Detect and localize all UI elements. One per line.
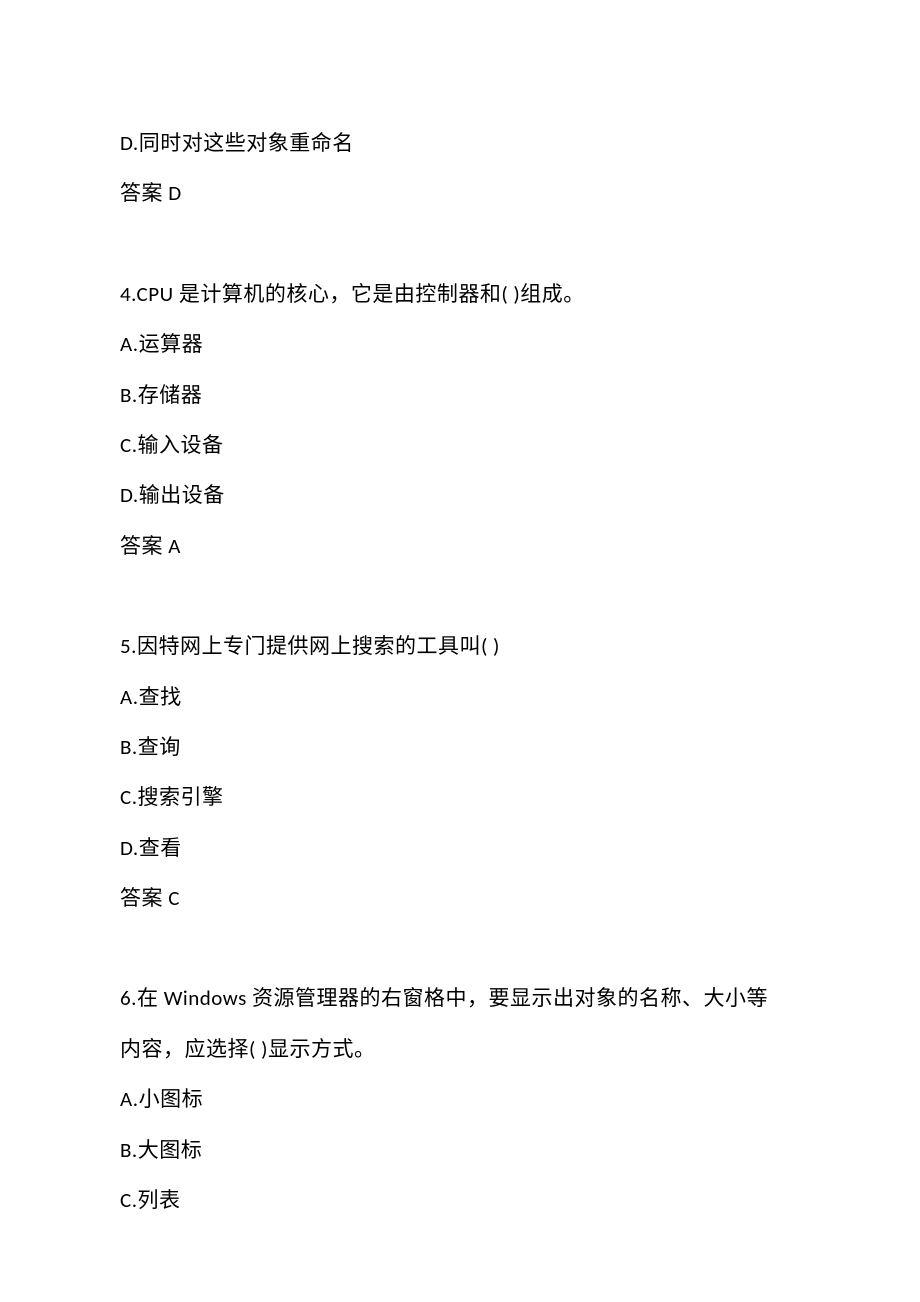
spacer xyxy=(120,923,800,973)
q4-option-b: B.存储器 xyxy=(120,370,800,420)
q3-option-d: D.同时对这些对象重命名 xyxy=(120,118,800,168)
q6-stem-line1: 6.在 Windows 资源管理器的右窗格中，要显示出对象的名称、大小等 xyxy=(120,973,800,1023)
q4-option-a: A.运算器 xyxy=(120,319,800,369)
q4-option-d: D.输出设备 xyxy=(120,470,800,520)
q5-option-a: A.查找 xyxy=(120,672,800,722)
q5-stem: 5.因特网上专门提供网上搜索的工具叫( ) xyxy=(120,621,800,671)
spacer xyxy=(120,571,800,621)
q3-answer: 答案 D xyxy=(120,168,800,218)
spacer xyxy=(120,219,800,269)
q4-stem: 4.CPU 是计算机的核心，它是由控制器和( )组成。 xyxy=(120,269,800,319)
q6-stem-line2: 内容，应选择( )显示方式。 xyxy=(120,1024,800,1074)
q5-answer: 答案 C xyxy=(120,873,800,923)
document-page: D.同时对这些对象重命名 答案 D 4.CPU 是计算机的核心，它是由控制器和(… xyxy=(0,0,920,1285)
q6-option-b: B.大图标 xyxy=(120,1125,800,1175)
q6-option-c: C.列表 xyxy=(120,1175,800,1225)
q6-option-a: A.小图标 xyxy=(120,1074,800,1124)
q5-option-b: B.查询 xyxy=(120,722,800,772)
q4-answer: 答案 A xyxy=(120,521,800,571)
q5-option-c: C.搜索引擎 xyxy=(120,772,800,822)
q4-option-c: C.输入设备 xyxy=(120,420,800,470)
q5-option-d: D.查看 xyxy=(120,823,800,873)
